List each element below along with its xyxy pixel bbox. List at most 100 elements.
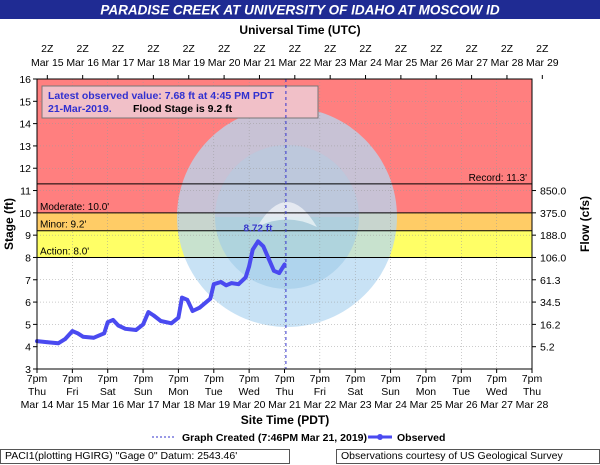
site-date-label: Mar 15 (56, 399, 89, 411)
site-day-label: Wed (486, 386, 508, 398)
site-date-label: Mar 18 (162, 399, 195, 411)
site-time-label: 7pm (204, 373, 225, 385)
site-day-label: Mon (416, 386, 437, 398)
observations-credit-footer: Observations courtesy of US Geological S… (336, 449, 600, 464)
observed-point (123, 327, 128, 331)
utc-date-label: Mar 27 (455, 57, 488, 69)
observed-point (45, 340, 50, 345)
utc-hour-label: 2Z (465, 43, 478, 55)
record-stage-label: Record: 11.3' (469, 173, 528, 184)
observed-point (141, 322, 145, 327)
flow-tick-label: 850.0 (540, 186, 566, 198)
noaa-seal-upper-half (215, 145, 359, 217)
observed-point (151, 313, 156, 318)
observed-point (282, 262, 287, 267)
site-time-label: 7pm (310, 373, 331, 385)
stage-axis-title: Stage (ft) (2, 198, 16, 250)
flow-tick-label: 61.3 (540, 275, 561, 287)
stage-tick-label: 16 (19, 74, 31, 86)
utc-hour-label: 2Z (183, 43, 196, 55)
observed-point (236, 282, 241, 287)
site-time-label: 7pm (522, 373, 543, 385)
flow-axis-title: Flow (cfs) (578, 196, 592, 252)
utc-hour-label: 2Z (395, 43, 408, 55)
site-day-label: Tue (452, 386, 470, 398)
utc-date-label: Mar 26 (420, 57, 453, 69)
minor-stage-label: Minor: 9.2' (40, 220, 86, 231)
utc-date-label: Mar 15 (31, 57, 64, 69)
site-day-label: Tue (205, 386, 223, 398)
utc-date-label: Mar 20 (208, 57, 241, 69)
observed-point (169, 321, 174, 326)
observed-point (81, 334, 85, 339)
observed-point (116, 323, 121, 328)
site-date-label: Mar 25 (410, 399, 443, 411)
observed-point (176, 315, 181, 320)
site-time-label: 7pm (97, 373, 118, 385)
observed-point (56, 341, 61, 346)
utc-hour-label: 2Z (253, 43, 266, 55)
site-time-label: 7pm (380, 373, 401, 385)
observed-point (229, 281, 234, 285)
utc-date-label: Mar 19 (172, 57, 205, 69)
observed-point (243, 275, 248, 280)
site-time-label: 7pm (274, 373, 295, 385)
utc-hour-label: 2Z (289, 43, 302, 55)
site-date-label: Mar 17 (127, 399, 160, 411)
site-time-label: 7pm (451, 373, 472, 385)
legend-observed-marker (377, 434, 383, 440)
utc-date-label: Mar 21 (243, 57, 276, 69)
site-time-label: 7pm (486, 373, 507, 385)
utc-date-label: Mar 16 (66, 57, 99, 69)
observed-point (70, 329, 75, 333)
chart-title: PARADISE CREEK AT UNIVERSITY OF IDAHO AT… (100, 3, 500, 18)
observed-point (158, 319, 163, 323)
observed-point (75, 331, 80, 336)
site-day-label: Thu (28, 386, 46, 398)
site-time-label: 7pm (345, 373, 366, 385)
site-date-label: Mar 24 (374, 399, 407, 411)
observed-point (272, 269, 276, 273)
site-time-axis-title: Site Time (PDT) (241, 413, 329, 427)
site-day-label: Fri (66, 386, 78, 398)
observed-point (211, 282, 216, 287)
site-time-label: 7pm (239, 373, 260, 385)
site-date-label: Mar 21 (268, 399, 301, 411)
stage-tick-label: 15 (19, 96, 31, 108)
utc-hour-label: 2Z (359, 43, 372, 55)
observed-point (185, 298, 190, 302)
utc-date-label: Mar 23 (314, 57, 347, 69)
utc-hour-label: 2Z (324, 43, 337, 55)
observed-point (219, 280, 223, 284)
stage-tick-label: 9 (25, 230, 31, 242)
site-day-label: Thu (275, 386, 293, 398)
stage-tick-label: 5 (25, 319, 31, 331)
utc-hour-label: 2Z (218, 43, 231, 55)
site-date-label: Mar 28 (516, 399, 549, 411)
site-day-label: Sun (134, 386, 153, 398)
site-day-label: Sun (381, 386, 400, 398)
observed-point (146, 310, 151, 314)
latest-value-text: Latest observed value: 7.68 ft at 4:45 P… (48, 90, 274, 102)
observed-point (105, 320, 110, 324)
utc-hour-label: 2Z (77, 43, 90, 55)
site-time-label: 7pm (416, 373, 437, 385)
noaa-seal-bird (257, 202, 317, 227)
stage-tick-label: 6 (25, 297, 31, 309)
latest-value-date: 21-Mar-2019. (48, 103, 112, 115)
site-date-label: Mar 22 (304, 399, 337, 411)
site-time-label: 7pm (133, 373, 154, 385)
observed-point (111, 318, 115, 322)
latest-value-box (41, 85, 319, 119)
site-day-label: Sat (100, 386, 116, 398)
stage-tick-label: 10 (19, 208, 31, 220)
stage-tick-label: 8 (25, 252, 31, 264)
site-time-label: 7pm (168, 373, 189, 385)
observed-point (261, 244, 266, 249)
site-time-label: 7pm (62, 373, 83, 385)
site-day-label: Wed (238, 386, 260, 398)
stage-tick-label: 12 (19, 163, 31, 175)
site-day-label: Mon (168, 386, 189, 398)
utc-date-label: Mar 25 (385, 57, 418, 69)
